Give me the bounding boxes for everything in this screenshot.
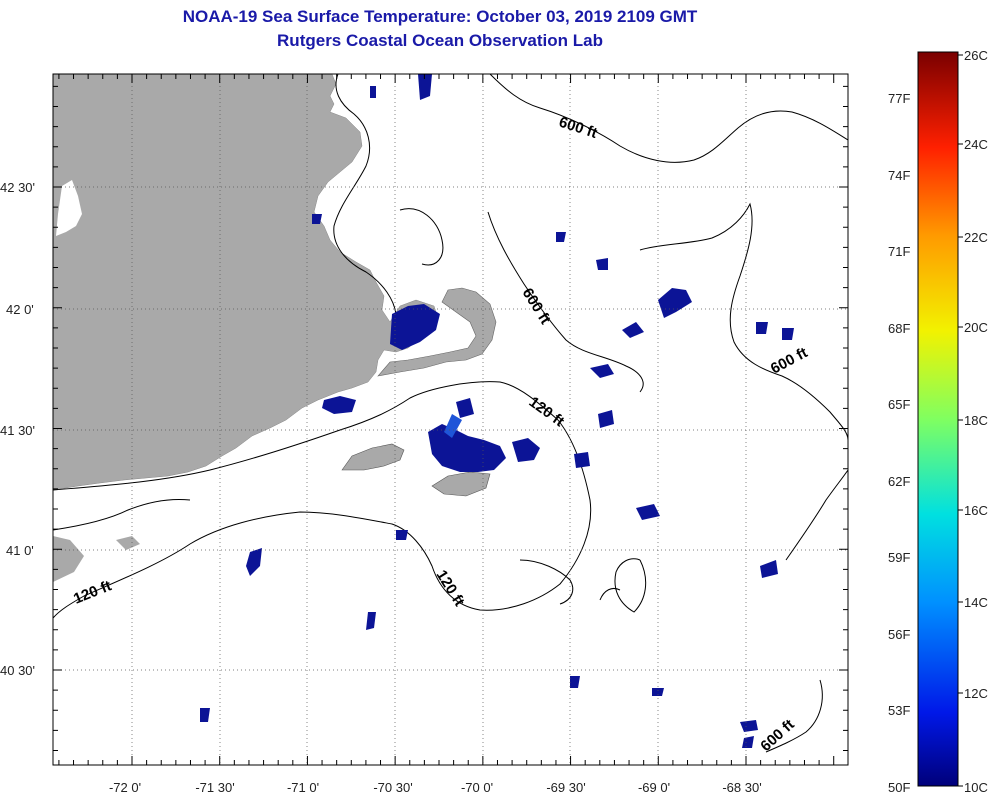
colorbar-c-label: 10C — [964, 780, 988, 795]
axis-ticks — [53, 74, 848, 765]
colorbar-f-label: 62F — [888, 474, 910, 489]
colorbar-f-label: 53F — [888, 703, 910, 718]
map-frame — [52, 73, 849, 766]
colorbar-c-label: 26C — [964, 48, 988, 63]
colorbar-f-label: 50F — [888, 780, 910, 795]
graticule — [53, 74, 848, 765]
colorbar-f-label: 56F — [888, 627, 910, 642]
land-nantucket — [431, 471, 491, 497]
colorbar-c-label: 14C — [964, 595, 988, 610]
colorbar — [917, 51, 959, 787]
sst-pixels — [200, 74, 794, 748]
lon-tick-label: -71 0' — [287, 780, 319, 795]
land-cape-cod — [377, 287, 497, 377]
inland-cloud-patch — [56, 180, 82, 236]
lon-tick-label: -70 30' — [373, 780, 412, 795]
lat-tick-label: 41 30' — [0, 423, 35, 438]
land-marthas-vineyard — [341, 443, 405, 471]
lat-tick-label: 41 0' — [6, 543, 34, 558]
colorbar-f-label: 77F — [888, 91, 910, 106]
colorbar-c-label: 18C — [964, 413, 988, 428]
colorbar-f-label: 59F — [888, 550, 910, 565]
colorbar-c-label: 16C — [964, 503, 988, 518]
depth-contours — [53, 74, 848, 753]
lat-tick-label: 42 0' — [6, 302, 34, 317]
lon-tick-label: -69 0' — [638, 780, 670, 795]
lon-axis: -72 0' -71 30' -71 0' -70 30' -70 0' -69… — [109, 780, 762, 795]
map-subtitle: Rutgers Coastal Ocean Observation Lab — [277, 31, 603, 50]
map-title: NOAA-19 Sea Surface Temperature: October… — [182, 7, 698, 26]
colorbar-f-label: 74F — [888, 168, 910, 183]
colorbar-celsius-labels: 26C 24C 22C 20C 18C 16C 14C 12C 10C — [964, 48, 988, 795]
lon-tick-label: -69 30' — [546, 780, 585, 795]
lon-tick-label: -68 30' — [722, 780, 761, 795]
lat-tick-label: 40 30' — [0, 663, 35, 678]
colorbar-c-label: 12C — [964, 686, 988, 701]
colorbar-ticks — [958, 54, 963, 787]
lon-tick-label: -70 0' — [461, 780, 493, 795]
colorbar-fahrenheit-labels: 77F 74F 71F 68F 65F 62F 59F 56F 53F 50F — [888, 91, 910, 795]
colorbar-f-label: 68F — [888, 321, 910, 336]
colorbar-f-label: 65F — [888, 397, 910, 412]
colorbar-c-label: 20C — [964, 320, 988, 335]
lat-axis: 42 30' 42 0' 41 30' 41 0' 40 30' — [0, 180, 35, 678]
land-sw-coast — [53, 536, 84, 582]
colorbar-f-label: 71F — [888, 244, 910, 259]
colorbar-c-label: 24C — [964, 137, 988, 152]
sst-warm-pixel — [444, 414, 462, 438]
land-block-island — [116, 536, 140, 550]
lon-tick-label: -72 0' — [109, 780, 141, 795]
colorbar-c-label: 22C — [964, 230, 988, 245]
lon-tick-label: -71 30' — [195, 780, 234, 795]
lat-tick-label: 42 30' — [0, 180, 35, 195]
